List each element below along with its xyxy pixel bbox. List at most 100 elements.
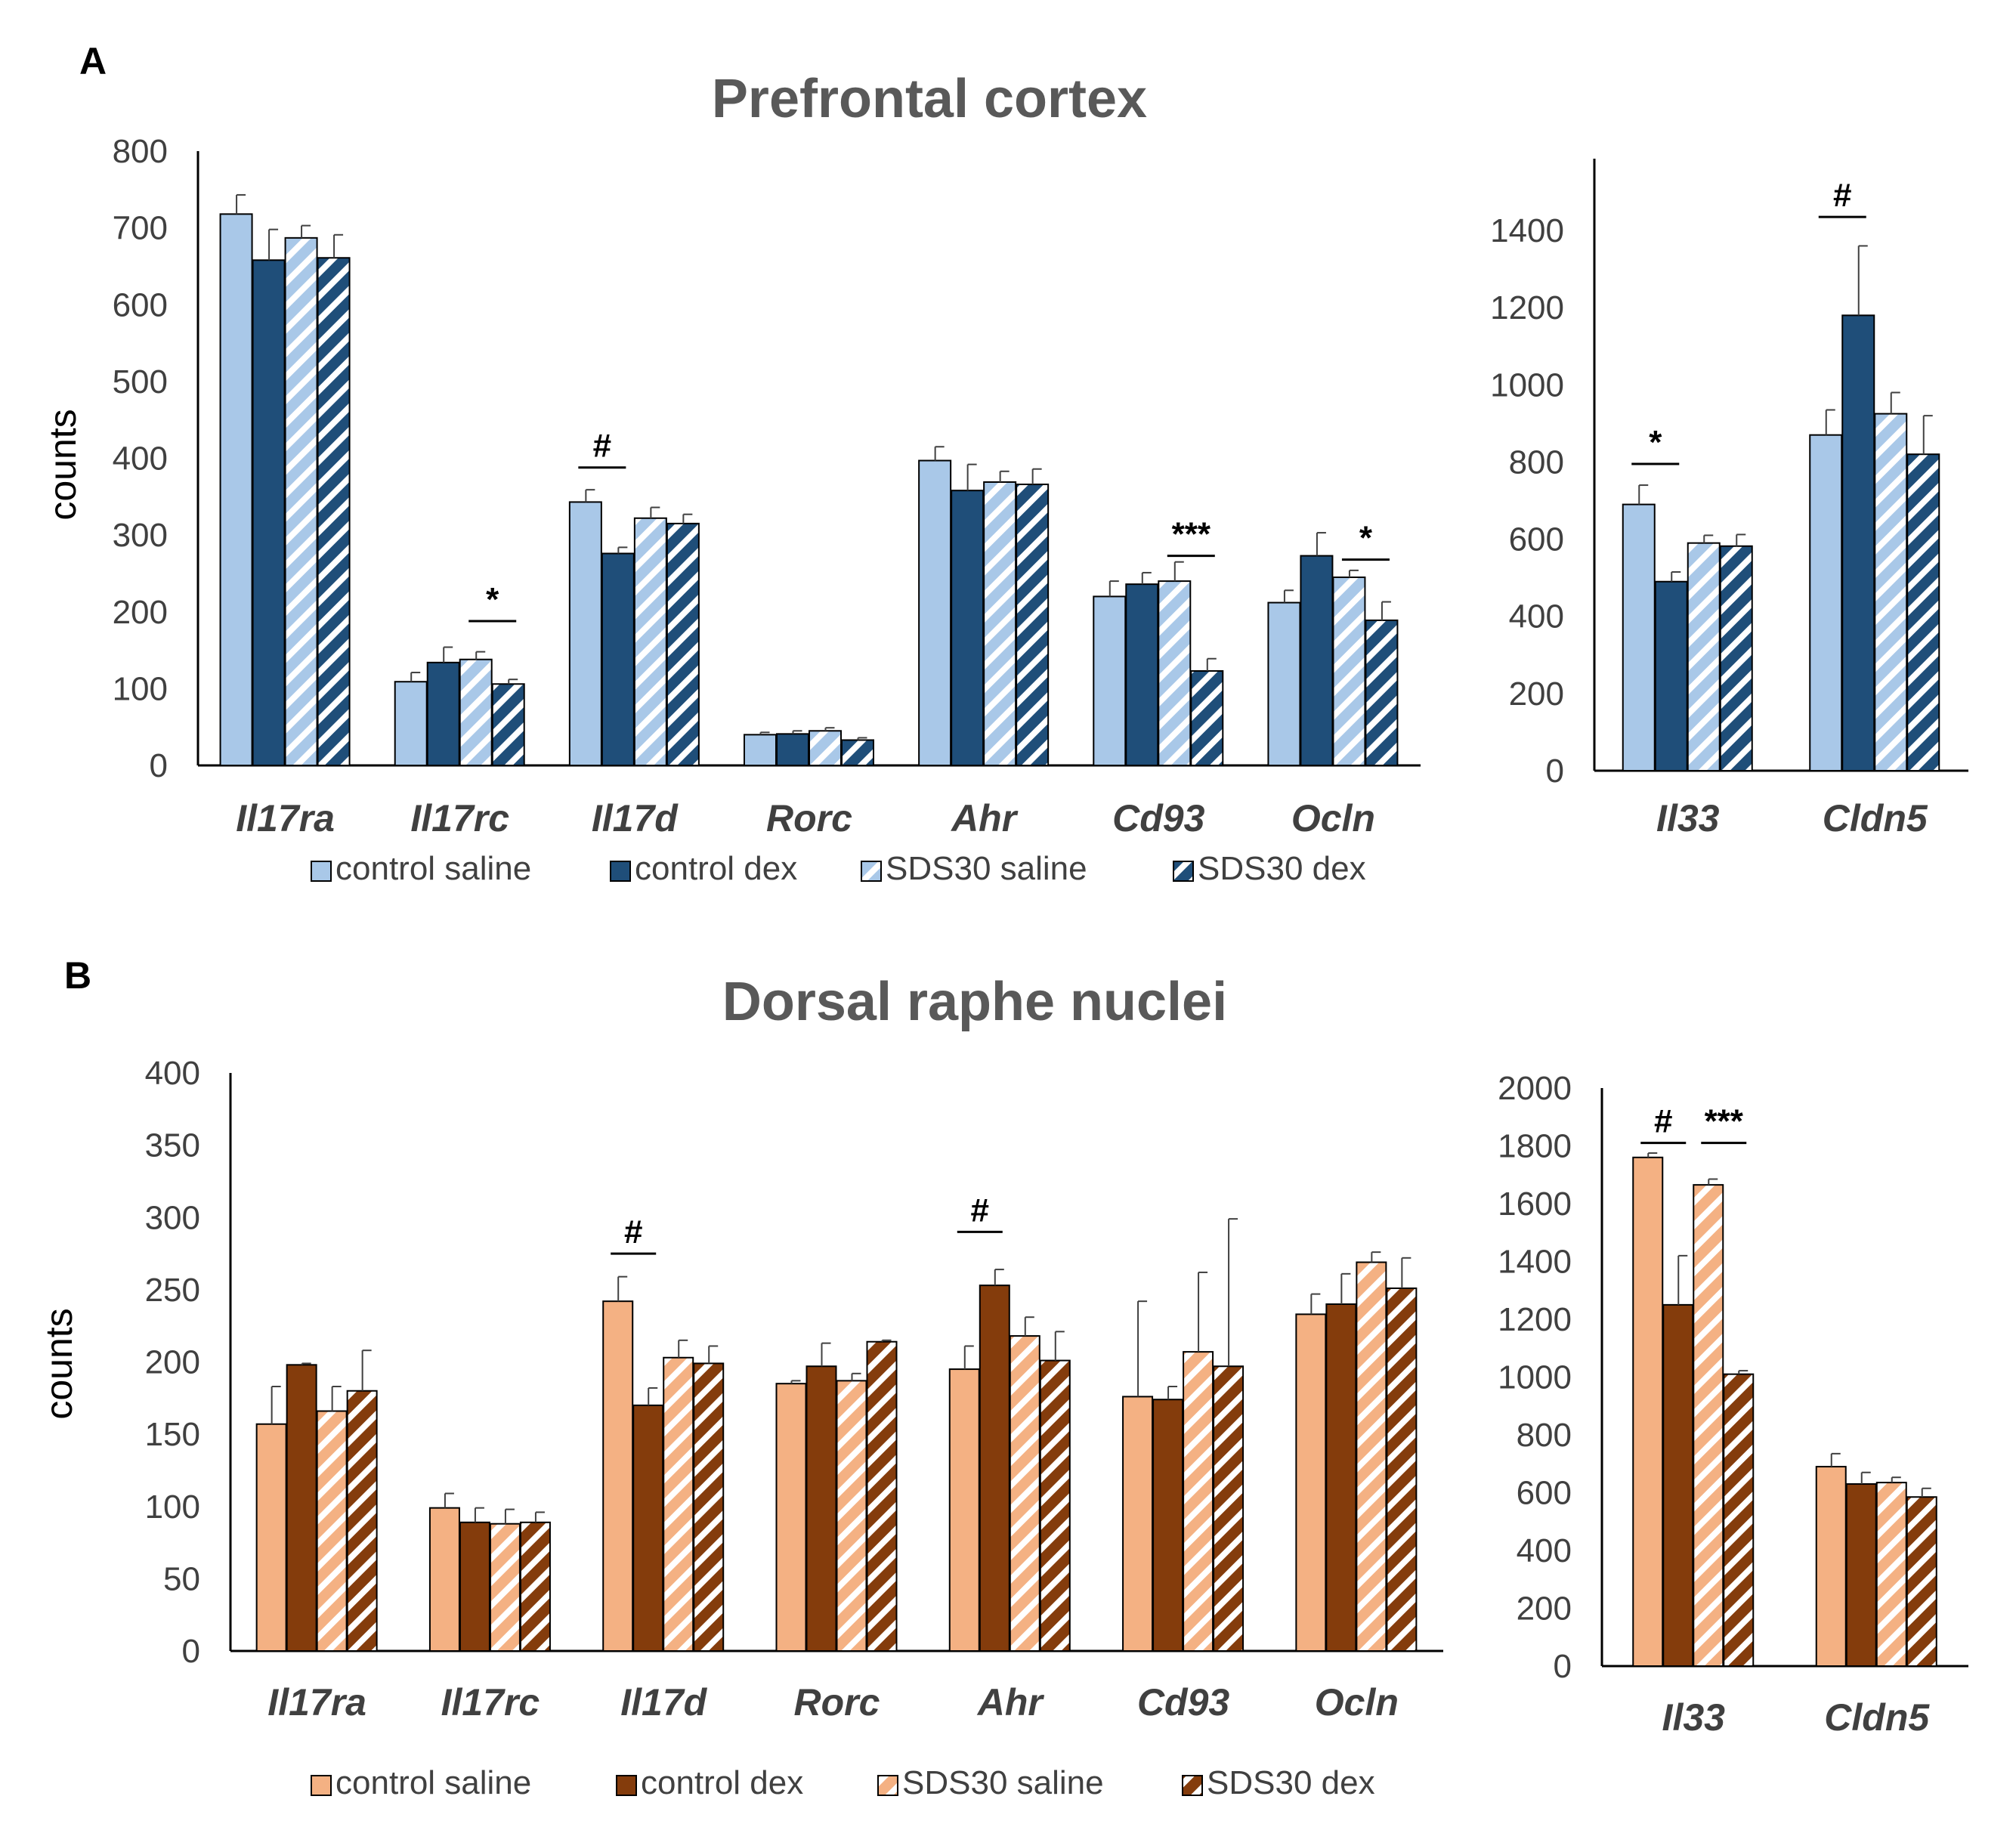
significance-marker: # [1654,1103,1672,1140]
y-tick-label: 0 [1554,1648,1572,1685]
y-tick-label: 400 [145,1055,200,1092]
panel-label-b: B [64,954,91,997]
bar-rorc-control-saline [744,734,777,766]
bar-cd93-sds30-saline [1183,1351,1214,1652]
bar-ocln-sds30-dex [1365,619,1399,767]
bar-ahr-control-saline [918,459,952,767]
bar-cldn5-control-dex [1841,314,1875,772]
bar-il17rc-control-dex [459,1521,490,1652]
x-tick-label-il17rc: Il17rc [441,1681,540,1724]
bar-cldn5-sds30-saline [1875,1482,1907,1668]
y-tick-label: 1200 [1490,289,1564,326]
bar-il17rc-control-dex [426,661,460,767]
y-tick-label: 1800 [1498,1128,1572,1165]
bar-il17rc-sds30-dex [491,683,525,767]
legend-b-label-sds30-saline: SDS30 saline [902,1764,1104,1801]
bar-ahr-sds30-dex [1039,1359,1071,1652]
y-tick-label: 400 [113,441,168,478]
bar-il17d-sds30-dex [693,1362,725,1652]
y-tick-label: 200 [145,1344,200,1381]
bar-il17ra-control-saline [255,1423,287,1652]
y-tick-label: 300 [113,517,168,554]
bar-rorc-control-dex [776,733,809,766]
y-tick-label: 0 [150,747,168,784]
bar-il17d-control-saline [602,1300,634,1652]
y-tick-label: 1400 [1490,212,1564,249]
bar-il17ra-control-dex [286,1364,317,1652]
bar-rorc-sds30-saline [836,1380,867,1652]
y-tick-label: 400 [1517,1532,1572,1569]
y-tick-label: 1200 [1498,1301,1572,1338]
bar-cldn5-control-dex [1845,1483,1877,1668]
x-tick-label-cldn5: Cldn5 [1823,797,1928,839]
bar-il17rc-control-saline [428,1507,460,1652]
chart-a-left: 0 100 200 300 400 500 600 700 800 Il17ra Il17rc Il1… [113,133,1421,839]
legend-a: control saline control dex SDS30 saline … [311,850,1366,887]
bar-cldn5-sds30-dex [1906,453,1940,771]
x-tick-label-cd93: Cd93 [1137,1681,1229,1724]
bar-il17rc-sds30-saline [459,658,493,766]
bar-il17d-sds30-dex [666,522,700,766]
y-tick-label: 0 [182,1633,200,1670]
legend-a-label-sds30-saline: SDS30 saline [886,850,1087,887]
significance-marker: * [1649,424,1662,461]
bar-ahr-sds30-dex [1016,484,1050,766]
significance-marker: # [593,428,611,465]
y-tick-label: 700 [113,210,168,247]
bar-il33-sds30-dex [1723,1373,1755,1668]
y-tick-label: 100 [113,670,168,707]
bar-il17ra-sds30-saline [316,1410,348,1652]
bar-il33-control-saline [1632,1156,1664,1668]
bar-il17d-control-dex [632,1404,664,1652]
x-tick-label-il17d: Il17d [620,1681,707,1724]
bar-cd93-sds30-saline [1158,580,1192,766]
bar-cldn5-control-saline [1809,434,1843,772]
bar-ahr-sds30-saline [1009,1335,1040,1652]
bar-cldn5-sds30-saline [1874,413,1908,771]
legend-b-label-sds30-dex: SDS30 dex [1207,1764,1375,1801]
x-tick-label-il17ra: Il17ra [267,1681,366,1724]
bar-il17rc-sds30-saline [489,1523,521,1652]
bar-rorc-sds30-saline [809,730,842,766]
y-tick-label: 400 [1509,598,1564,635]
bar-il17ra-control-dex [252,259,286,766]
bar-cd93-sds30-dex [1190,670,1224,766]
bar-rorc-sds30-dex [841,739,874,766]
significance-marker: *** [1705,1103,1744,1140]
y-axis-label-a: counts [42,409,84,520]
y-tick-label: 800 [1517,1417,1572,1454]
bar-il17d-sds30-saline [633,517,667,767]
y-tick-label: 2000 [1498,1070,1572,1107]
bar-rorc-sds30-dex [866,1340,898,1652]
bar-ocln-control-dex [1300,555,1334,766]
legend-b-swatch-control-saline [311,1775,332,1796]
x-tick-label-il17ra: Il17ra [236,797,335,839]
x-tick-label-il17rc: Il17rc [410,797,509,839]
y-tick-label: 150 [145,1416,200,1453]
bar-il17ra-control-saline [219,213,253,766]
y-tick-label: 600 [1509,521,1564,558]
y-tick-label: 1400 [1498,1244,1572,1281]
legend-a-swatch-control-dex [610,861,631,882]
y-tick-label: 300 [145,1199,200,1236]
bar-il33-control-dex [1654,580,1688,771]
y-tick-label: 250 [145,1272,200,1309]
bar-il33-control-saline [1622,503,1656,771]
x-tick-label-il33: Il33 [1656,797,1720,839]
bar-il17d-control-saline [568,501,602,767]
y-tick-label: 600 [1517,1475,1572,1512]
bar-cd93-sds30-dex [1213,1365,1245,1652]
bar-il17rc-control-saline [394,681,428,767]
bar-ahr-control-saline [948,1368,980,1652]
x-tick-label-il33: Il33 [1662,1696,1726,1739]
bar-ocln-control-dex [1325,1303,1357,1652]
bar-il33-sds30-saline [1693,1184,1724,1667]
bar-ahr-control-dex [979,1285,1010,1652]
bar-cd93-control-saline [1122,1396,1154,1652]
bar-cldn5-control-saline [1815,1466,1847,1667]
significance-marker: * [1359,520,1373,557]
bar-ocln-sds30-dex [1386,1287,1418,1652]
bar-il17d-control-dex [601,552,635,766]
x-tick-label-ocln: Ocln [1291,797,1375,839]
